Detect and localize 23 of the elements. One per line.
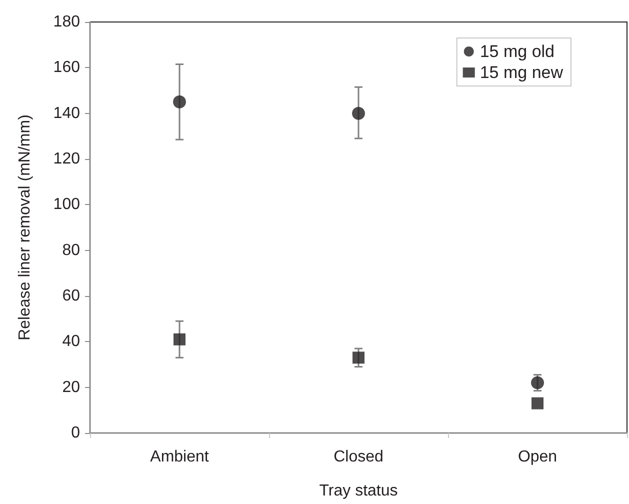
point [173, 95, 186, 108]
y-tick-label: 0 [71, 424, 80, 442]
y-tick-label: 180 [53, 14, 80, 30]
y-tick-label: 120 [53, 150, 80, 168]
y-tick-label: 40 [62, 333, 80, 350]
point [352, 352, 364, 364]
y-tick-label: 100 [53, 196, 80, 214]
point [174, 333, 186, 346]
point [531, 376, 544, 390]
y-axis-title: Release liner removal (mN/mm) [16, 114, 34, 340]
y-tick-label: 80 [62, 242, 80, 259]
legend-label: 15 mg new [480, 63, 564, 82]
point [532, 397, 544, 410]
y-tick-label: 60 [62, 288, 80, 304]
y-tick-label: 160 [53, 59, 80, 76]
x-tick-label: Open [518, 448, 558, 466]
x-tick-label: Closed [334, 448, 384, 466]
x-axis-title: Tray status [319, 482, 398, 500]
y-tick-label: 20 [62, 378, 80, 396]
y-tick-label: 140 [53, 104, 80, 122]
point [352, 106, 365, 120]
legend-label: 15 mg old [480, 42, 555, 61]
x-tick-label: Ambient [150, 448, 210, 466]
